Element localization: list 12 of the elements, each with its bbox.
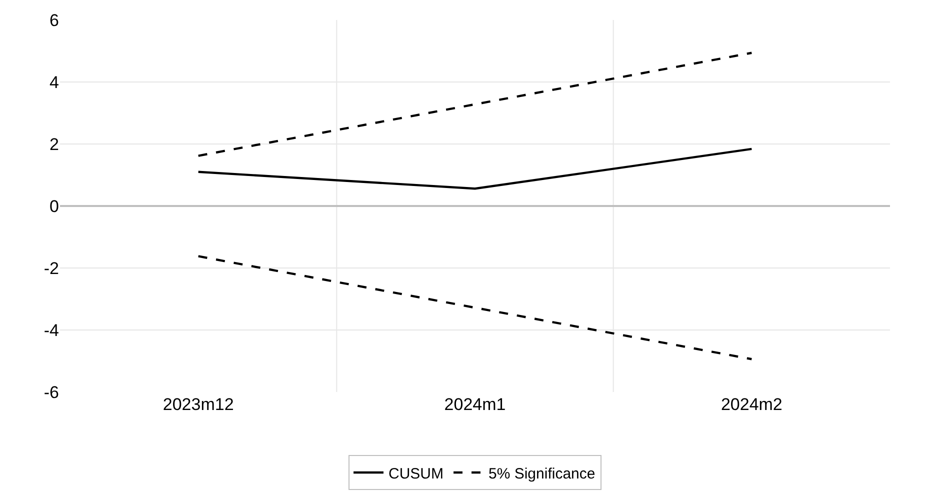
y-tick-label: 6 bbox=[50, 10, 59, 30]
legend-label: 5% Significance bbox=[488, 465, 596, 482]
y-tick-label: 4 bbox=[50, 72, 59, 92]
y-tick-label: -6 bbox=[44, 382, 59, 402]
y-tick-label: -2 bbox=[44, 258, 59, 278]
y-tick-label: 2 bbox=[50, 134, 59, 154]
x-tick-label: 2024m2 bbox=[720, 395, 782, 414]
x-tick-label: 2023m12 bbox=[162, 395, 234, 414]
legend-label: CUSUM bbox=[388, 465, 444, 482]
y-tick-label: 0 bbox=[50, 196, 59, 216]
y-tick-label: -4 bbox=[44, 320, 59, 340]
x-tick-label: 2024m1 bbox=[444, 395, 506, 414]
